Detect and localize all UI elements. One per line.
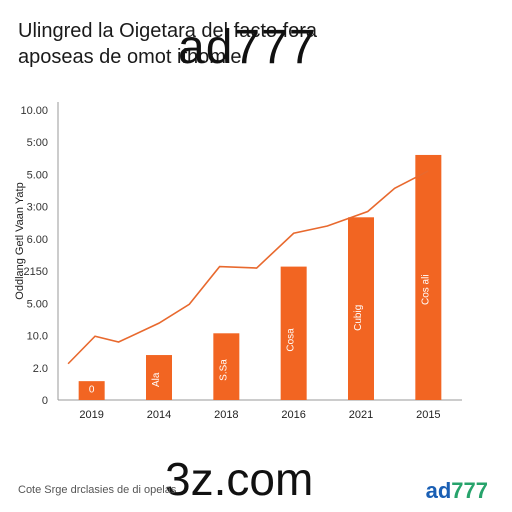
x-tick-label: 2015 <box>416 409 440 421</box>
bar <box>146 355 172 400</box>
chart-title: Ulingred la Oigetara del facto fora apos… <box>18 18 488 70</box>
title-line-1: Ulingred la Oigetara del facto fora <box>18 20 318 42</box>
y-axis-ticks: 0 2.0 10.0 5.00 2150 6.00 3:00 5.00 5:00 10.00 <box>20 105 48 407</box>
watermark-corner-b: 777 <box>451 478 488 503</box>
x-tick-label: 2016 <box>281 409 305 421</box>
bar-data-label: Cos ali <box>420 274 431 305</box>
x-tick-label: 2018 <box>214 409 238 421</box>
watermark-corner-a: ad <box>425 478 452 503</box>
chart-axes <box>57 102 462 401</box>
trend-line-series <box>67 170 429 365</box>
x-axis-ticks: 2019 2014 2018 2016 2021 2015 <box>79 409 440 421</box>
bar-data-label: Cubig <box>353 305 364 331</box>
x-tick-label: 2021 <box>349 409 373 421</box>
y-tick-label: 3:00 <box>27 202 48 214</box>
bar-series: 0 Ala S.Sa Cosa Cubig Cos ali <box>78 154 442 400</box>
watermark-bottom: 3z.com <box>165 453 314 505</box>
bar <box>348 217 374 400</box>
bar-data-label: 0 <box>89 384 95 395</box>
y-tick-label: 5.00 <box>27 298 48 310</box>
y-tick-label: 2150 <box>24 266 48 278</box>
y-tick-label: 5.00 <box>27 169 48 181</box>
y-tick-label: 2.0 <box>33 363 48 375</box>
bar <box>415 154 442 400</box>
y-tick-label: 10.00 <box>20 105 48 117</box>
bar <box>213 333 240 400</box>
bar-data-label: Cosa <box>286 328 297 352</box>
trend-line <box>67 170 429 365</box>
y-tick-label: 0 <box>42 395 48 407</box>
y-tick-label: 10.0 <box>27 331 48 343</box>
y-tick-label: 6.00 <box>27 234 48 246</box>
watermark-top: ad777 <box>178 21 317 74</box>
x-tick-label: 2014 <box>147 409 171 421</box>
y-tick-label: 5:00 <box>27 137 48 149</box>
bar <box>78 381 105 400</box>
title-line-2: aposeas de omot ifhomie <box>18 46 242 68</box>
footnote: Cote Srge drclasies de di opelas <box>18 484 177 496</box>
bar-data-label: Ala <box>151 372 162 387</box>
x-tick-label: 2019 <box>79 409 103 421</box>
bar-data-label: S.Sa <box>218 359 229 381</box>
bar <box>280 266 307 400</box>
watermark-corner: ad777 <box>426 478 488 504</box>
